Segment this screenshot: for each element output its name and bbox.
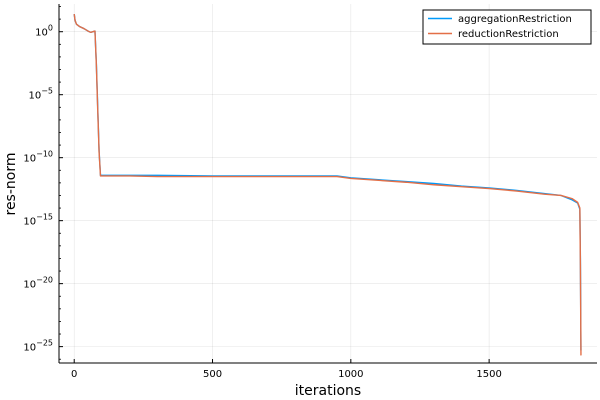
legend-box <box>422 9 592 45</box>
grid <box>59 4 597 363</box>
y-tick-label: 10−20 <box>23 276 53 291</box>
x-tick-label: 1500 <box>476 369 501 380</box>
y-tick-label: 10−25 <box>23 339 53 354</box>
x-tick-label: 500 <box>203 369 222 380</box>
tick-labels: 0 500 1000 1500 100 10−5 10−10 10−15 10−20 10−25 <box>23 24 501 380</box>
legend: aggregationRestriction reductionRestrict… <box>422 9 592 45</box>
x-tick-label: 1000 <box>338 369 363 380</box>
y-tick-label: 10−15 <box>23 213 53 228</box>
series-line-reductionRestriction <box>73 13 582 356</box>
y-tick-label: 10−10 <box>23 150 53 165</box>
axes <box>58 4 597 364</box>
y-tick-label: 100 <box>35 24 53 39</box>
legend-label-aggregation: aggregationRestriction <box>458 14 572 25</box>
x-tick-label: 0 <box>71 369 77 380</box>
y-axis-title: res-norm <box>3 153 19 216</box>
y-tick-label: 10−5 <box>28 87 53 102</box>
x-axis-title: iterations <box>295 383 361 399</box>
legend-label-reduction: reductionRestriction <box>458 29 559 40</box>
series-layer <box>73 13 582 356</box>
